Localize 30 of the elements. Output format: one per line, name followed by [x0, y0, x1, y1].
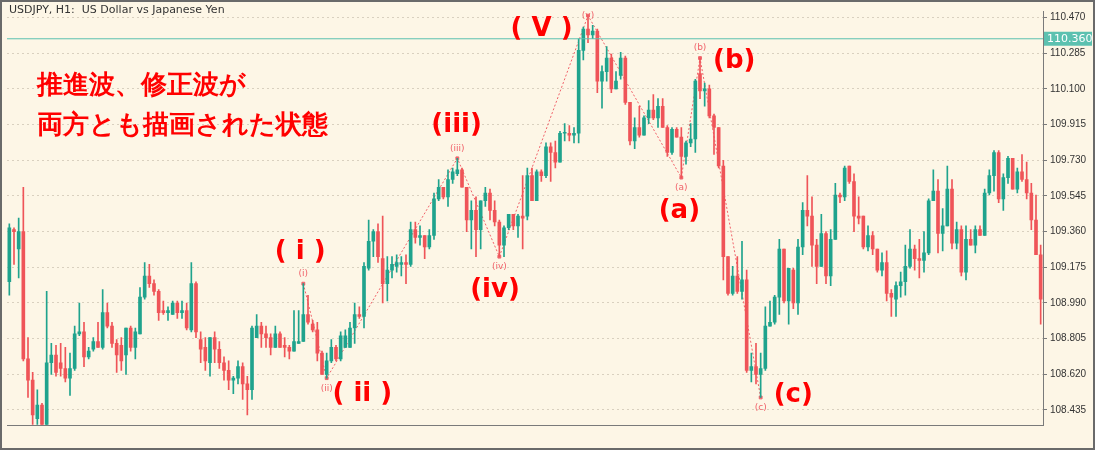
chart-title: USDJPY, H1: US Dollar vs Japanese Yen	[9, 3, 225, 17]
annotation: (c)	[773, 378, 813, 409]
data-label: (c)	[754, 401, 767, 412]
annotation: ( i )	[274, 235, 326, 266]
data-label: (ii)	[320, 382, 333, 393]
ref-line-label: 110.360	[1047, 32, 1093, 46]
annotation: (iv)	[470, 273, 520, 304]
annotation: (b)	[713, 44, 756, 75]
annotation: (iii)	[431, 107, 482, 138]
annotation: (a)	[658, 193, 701, 224]
data-label: (iv)	[491, 261, 507, 272]
y-tick-label: 110.285	[1050, 46, 1086, 58]
y-tick-label: 108.805	[1050, 332, 1087, 344]
y-tick-label: 109.545	[1050, 189, 1087, 201]
y-tick-label: 108.990	[1050, 296, 1087, 308]
y-tick-label: 110.100	[1050, 82, 1086, 94]
data-label: (b)	[693, 42, 707, 53]
y-tick-label: 108.435	[1050, 403, 1087, 415]
y-tick-label: 108.620	[1050, 368, 1087, 380]
y-tick-label: 109.915	[1050, 118, 1087, 130]
annotation: ( V )	[510, 11, 573, 42]
y-tick-label: 109.730	[1050, 154, 1087, 166]
y-tick-label: 109.175	[1050, 261, 1087, 273]
text: 推進波、修正波が両方とも描画された状態	[36, 68, 329, 139]
y-tick-label: 110.470	[1050, 11, 1086, 23]
data-label: (iii)	[450, 142, 465, 153]
data-label: (i)	[298, 268, 309, 279]
annotation: ( ii )	[332, 376, 393, 407]
data-label: (a)	[675, 181, 688, 192]
y-tick-label: 109.360	[1050, 225, 1087, 237]
